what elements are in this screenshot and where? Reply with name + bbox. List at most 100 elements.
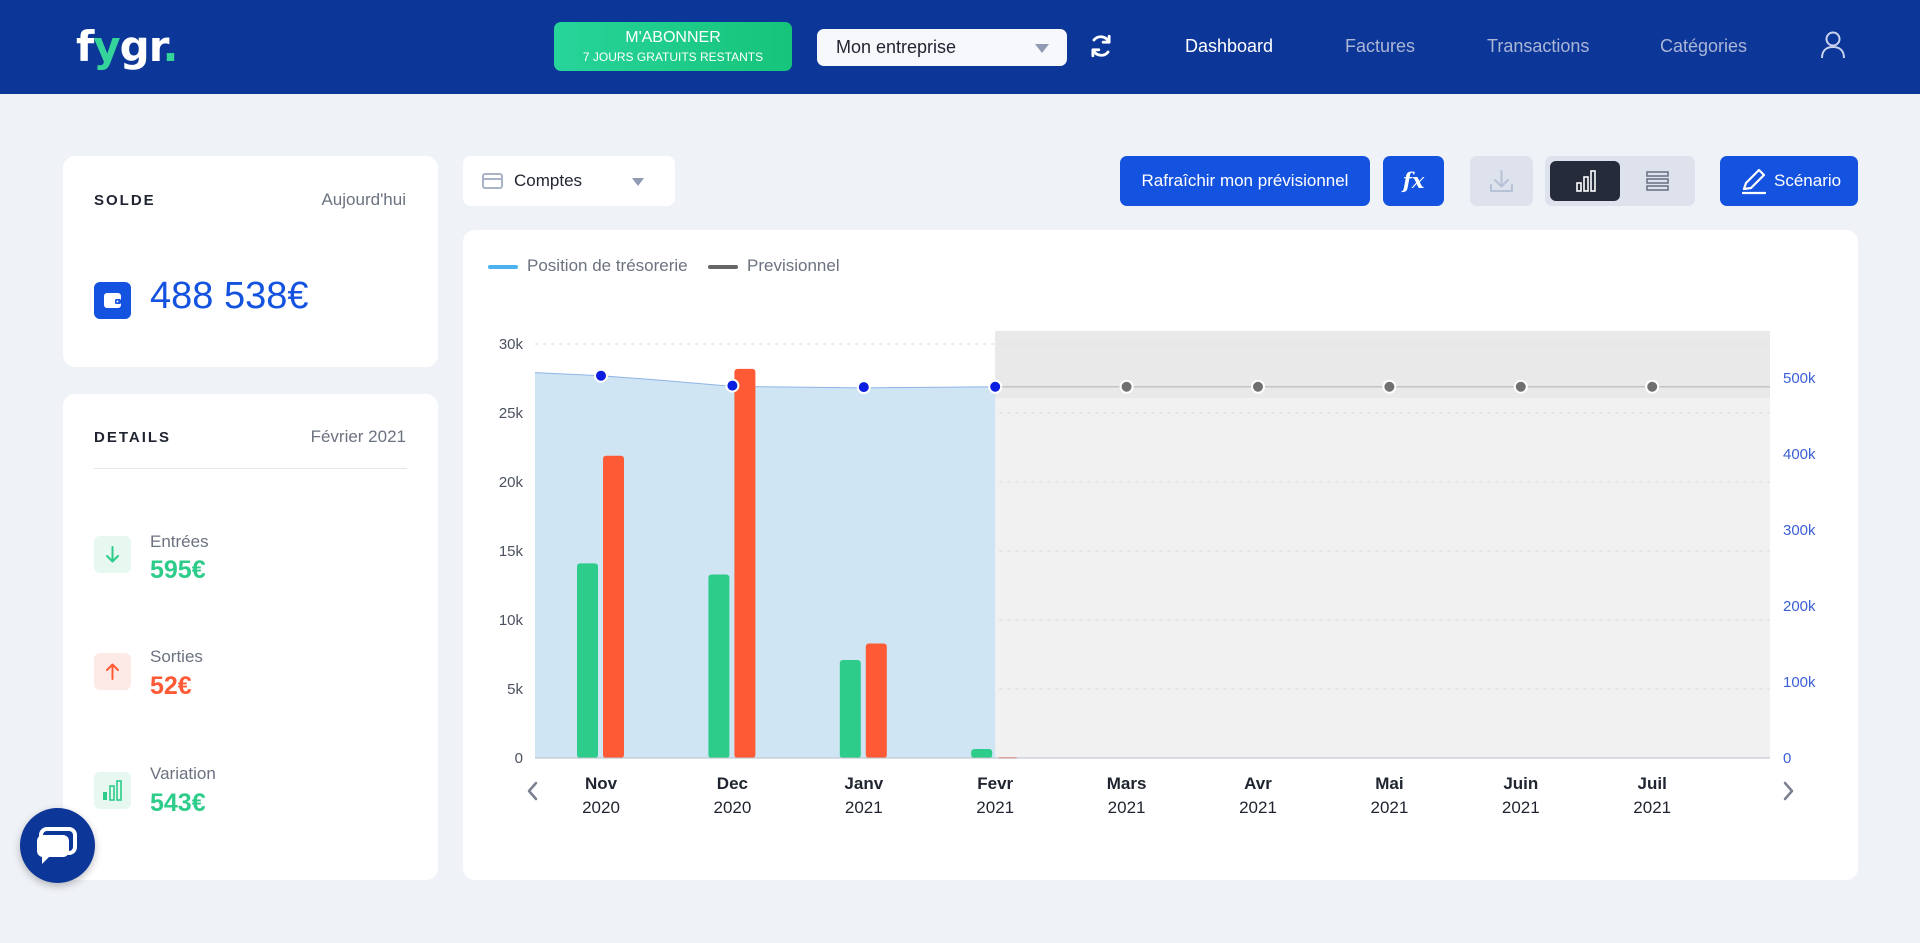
nav-transactions[interactable]: Transactions (1487, 36, 1590, 56)
right-axis-tick: 300k (1783, 522, 1816, 539)
legend-label-tresorerie: Position de trésorerie (527, 256, 688, 275)
variation-label: Variation (150, 764, 216, 783)
nav-categories[interactable]: Catégories (1660, 36, 1748, 56)
entrees-label: Entrées (150, 532, 209, 551)
details-title: DETAILS (94, 429, 172, 446)
accounts-select[interactable]: Comptes (463, 156, 675, 206)
legend-item-tresorerie[interactable]: Position de trésorerie (488, 256, 688, 276)
solde-date: Aujourd'hui (321, 190, 406, 209)
table-view-button[interactable] (1625, 161, 1690, 201)
scenario-label: Scénario (1774, 171, 1842, 190)
left-axis-tick: 20k (499, 474, 524, 491)
subscribe-button[interactable]: M'ABONNER 7 JOURS GRATUITS RESTANTS (554, 22, 792, 71)
bar-entrees (971, 749, 993, 758)
right-axis-tick: 100k (1783, 674, 1816, 691)
balance-point (988, 379, 1003, 394)
view-toggle (1545, 156, 1695, 206)
download-button[interactable] (1470, 156, 1533, 206)
arrow-down-icon (94, 536, 131, 573)
fygr-logo[interactable]: fygr. (76, 22, 178, 71)
bar-entrees (708, 574, 730, 758)
x-axis-year: 2021 (1502, 798, 1540, 817)
solde-card: SOLDE Aujourd'hui 488 538€ (63, 156, 438, 367)
forecast-zone (995, 331, 1770, 758)
refresh-icon[interactable] (1088, 33, 1114, 59)
right-axis-tick: 0 (1783, 750, 1791, 767)
chevron-right-icon[interactable] (1783, 781, 1794, 801)
bar-chart-icon (1576, 170, 1596, 192)
pencil-icon (1741, 168, 1767, 195)
sorties-label: Sorties (150, 647, 203, 666)
forecast-point (1513, 379, 1528, 394)
chevron-down-icon (1035, 44, 1049, 53)
x-axis-year: 2020 (713, 798, 751, 817)
right-axis-tick: 200k (1783, 598, 1816, 615)
bar-sorties (734, 368, 756, 758)
x-axis-month: Dec (717, 774, 748, 793)
left-axis-tick: 30k (499, 336, 524, 353)
x-axis-year: 2021 (976, 798, 1014, 817)
company-select[interactable]: Mon entreprise (817, 29, 1067, 66)
chat-button[interactable] (20, 808, 95, 883)
x-axis-month: Mars (1107, 774, 1147, 793)
bar-entrees (577, 563, 598, 758)
forecast-point (1382, 379, 1397, 394)
refresh-forecast-button[interactable]: Rafraîchir mon prévisionnel (1120, 156, 1370, 206)
x-axis-year: 2021 (1370, 798, 1408, 817)
chart-card: Position de trésorerie Previsionnel 0 5k 1… (463, 230, 1858, 880)
entrees-value: 595€ (150, 556, 206, 584)
bar-entrees (839, 660, 861, 758)
left-axis-tick: 15k (499, 543, 524, 560)
wallet-icon (94, 282, 131, 319)
trial-remaining-label: 7 JOURS GRATUITS RESTANTS (582, 50, 764, 64)
x-axis-year: 2021 (1239, 798, 1277, 817)
list-icon (1646, 171, 1669, 191)
chat-icon (37, 827, 77, 864)
x-axis-year: 2021 (1633, 798, 1671, 817)
accounts-select-value: Comptes (514, 171, 583, 190)
right-axis-tick: 400k (1783, 446, 1816, 463)
left-axis-tick: 10k (499, 612, 524, 629)
left-axis-tick: 5k (507, 681, 523, 698)
nav-factures[interactable]: Factures (1345, 36, 1416, 56)
x-axis-month: Mai (1375, 774, 1403, 793)
balance-point (856, 380, 871, 395)
formula-button[interactable]: fx (1383, 156, 1444, 206)
chart-view-button[interactable] (1550, 161, 1620, 201)
x-axis-month: Fevr (977, 774, 1013, 793)
company-select-value: Mon entreprise (836, 37, 957, 57)
bar-sorties (603, 455, 624, 758)
subscribe-label: M'ABONNER (625, 29, 721, 46)
forecast-point (1251, 379, 1265, 394)
balance-point (725, 378, 740, 393)
download-icon (1490, 170, 1513, 192)
x-axis-year: 2021 (1108, 798, 1146, 817)
forecast-point (1119, 379, 1134, 394)
chevron-left-icon[interactable] (527, 781, 538, 801)
x-axis-month: Juin (1503, 774, 1538, 793)
left-axis-tick: 0 (515, 750, 523, 767)
legend-swatch-tresorerie (488, 264, 518, 269)
nav-dashboard[interactable]: Dashboard (1185, 36, 1274, 56)
balance-amount: 488 538€ (150, 275, 309, 317)
legend-label-previsionnel: Previsionnel (747, 256, 840, 275)
details-period: Février 2021 (310, 427, 406, 446)
arrow-up-icon (94, 653, 131, 690)
x-axis-month: Janv (844, 774, 883, 793)
user-icon[interactable] (1820, 30, 1846, 60)
x-axis-year: 2020 (582, 798, 620, 817)
chevron-down-icon (632, 178, 644, 186)
x-axis-month: Juil (1638, 774, 1667, 793)
top-bar: fygr. M'ABONNER 7 JOURS GRATUITS RESTANT… (0, 0, 1920, 94)
x-axis-month: Avr (1244, 774, 1272, 793)
bar-chart-icon (94, 772, 131, 809)
legend-item-previsionnel[interactable]: Previsionnel (708, 256, 840, 276)
forecast-point (1645, 379, 1660, 394)
scenario-button[interactable]: Scénario (1720, 156, 1858, 206)
sorties-value: 52€ (150, 672, 192, 700)
legend-swatch-previsionnel (708, 264, 738, 269)
solde-title: SOLDE (94, 192, 156, 209)
balance-point (594, 368, 608, 383)
divider (94, 468, 407, 469)
x-axis-month: Nov (585, 774, 618, 793)
